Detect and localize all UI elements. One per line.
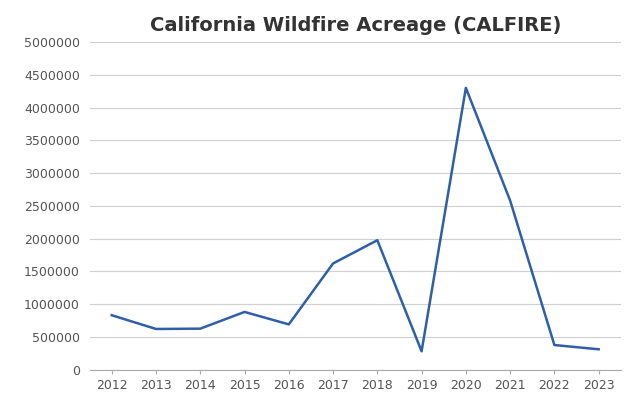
Title: California Wildfire Acreage (CALFIRE): California Wildfire Acreage (CALFIRE) xyxy=(150,16,561,35)
